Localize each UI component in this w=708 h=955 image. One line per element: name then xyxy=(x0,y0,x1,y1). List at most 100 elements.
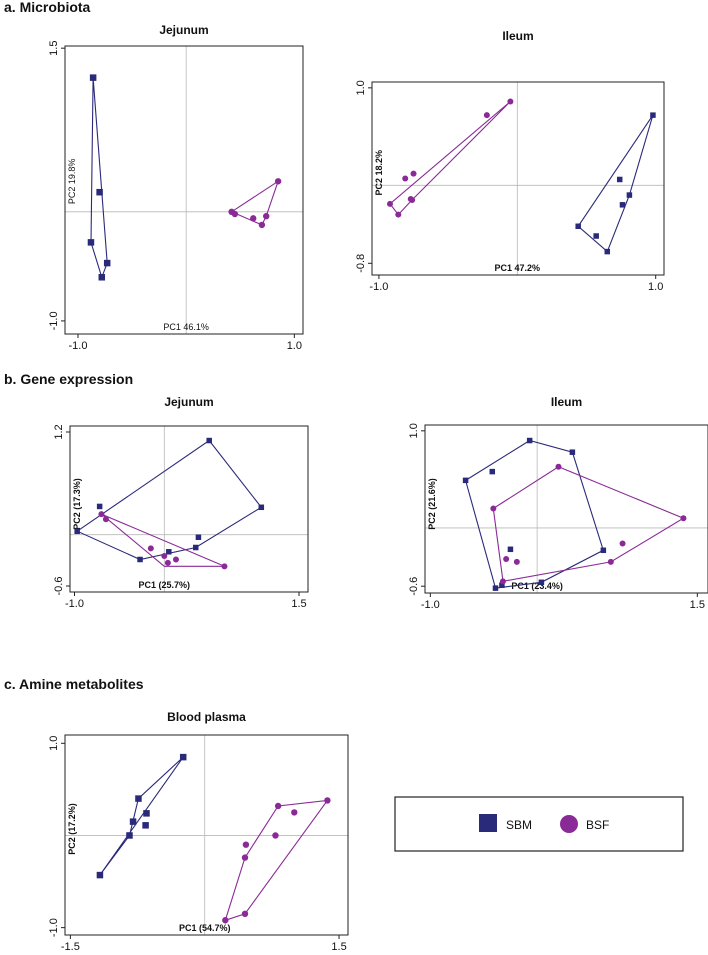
point-bsf xyxy=(164,559,171,566)
hull-bsf xyxy=(389,101,511,216)
y-tick-label: 1.0 xyxy=(408,423,420,438)
plot-frame xyxy=(64,734,349,936)
y-axis-label: PC2 (17.3%) xyxy=(72,478,82,530)
point-sbm xyxy=(143,810,150,817)
y-tick-label: -0.6 xyxy=(408,577,420,596)
point-sbm xyxy=(569,449,576,455)
point-bsf xyxy=(555,463,562,470)
hull-bsf xyxy=(492,466,685,582)
y-tick-label: -0.6 xyxy=(53,577,65,596)
x-tick-label: -1.0 xyxy=(68,340,87,352)
point-bsf xyxy=(172,556,179,563)
point-bsf xyxy=(680,515,687,522)
y-tick-label: 1.2 xyxy=(53,424,65,439)
point-sbm xyxy=(538,579,545,586)
point-bsf xyxy=(291,809,298,816)
point-bsf xyxy=(324,797,331,804)
x-tick-label: 1.5 xyxy=(331,941,346,953)
circle-marker-icon xyxy=(560,815,578,833)
y-tick-label: -1.0 xyxy=(48,311,60,330)
point-bsf xyxy=(402,175,409,182)
point-sbm xyxy=(492,585,499,591)
point-sbm xyxy=(600,547,607,554)
point-sbm xyxy=(192,544,199,551)
point-bsf xyxy=(241,854,249,861)
point-sbm xyxy=(575,223,581,230)
y-tick-label: 1.0 xyxy=(355,80,367,95)
y-tick-label: -0.8 xyxy=(355,254,367,273)
section-title-c: c. Amine metabolites xyxy=(4,676,144,692)
point-sbm xyxy=(96,188,103,196)
point-bsf xyxy=(102,516,109,523)
point-bsf xyxy=(607,558,614,565)
x-axis-label: PC1 (54.7%) xyxy=(179,923,231,933)
plot-title: Ileum xyxy=(551,395,582,409)
point-sbm xyxy=(103,259,111,267)
panel-gene-ileum: Ileum -1.0 1.5 1.0 -0.6 PC1 (23.4%) PC2 (21.6%… xyxy=(408,395,708,611)
point-bsf xyxy=(147,545,154,552)
x-tick-label: 1.0 xyxy=(648,281,663,293)
point-sbm xyxy=(179,753,187,761)
point-bsf xyxy=(410,170,417,177)
x-tick-label: -1.0 xyxy=(65,598,84,610)
point-bsf xyxy=(490,505,497,512)
point-sbm xyxy=(129,818,137,825)
legend-box xyxy=(394,796,684,852)
point-sbm xyxy=(499,582,505,588)
y-tick-label: 1.5 xyxy=(48,41,60,56)
square-marker-icon xyxy=(479,814,497,832)
point-bsf xyxy=(161,553,168,560)
y-axis-label: PC2 (21.6%) xyxy=(427,478,437,530)
point-sbm xyxy=(462,477,469,484)
point-bsf xyxy=(250,215,257,222)
x-tick-label: 1.5 xyxy=(690,599,705,611)
section-title-b: b. Gene expression xyxy=(4,371,133,387)
y-axis-label: PC2 18.2% xyxy=(374,150,384,196)
legend-label-bsf: BSF xyxy=(586,818,609,832)
point-bsf xyxy=(272,832,279,839)
y-axis-label: PC2 19.8% xyxy=(67,159,77,205)
point-sbm xyxy=(489,468,496,475)
point-bsf xyxy=(619,540,626,547)
point-sbm xyxy=(96,503,103,510)
point-sbm xyxy=(626,192,633,198)
point-sbm xyxy=(616,176,623,183)
hull-sbm xyxy=(76,439,263,561)
x-axis-label: PC1 46.1% xyxy=(163,322,209,332)
point-bsf xyxy=(507,98,514,105)
point-sbm xyxy=(619,202,626,208)
hull-sbm xyxy=(90,77,108,279)
point-sbm xyxy=(137,556,143,563)
point-bsf xyxy=(241,910,249,918)
x-axis-label: PC1 47.2% xyxy=(495,263,541,273)
point-bsf xyxy=(503,556,510,563)
point-bsf xyxy=(274,178,282,185)
legend: SBM BSF xyxy=(394,796,684,852)
point-bsf xyxy=(513,558,520,565)
point-sbm xyxy=(258,504,265,511)
point-sbm xyxy=(96,871,104,879)
point-sbm xyxy=(135,795,142,802)
point-sbm xyxy=(650,112,656,118)
point-sbm xyxy=(507,546,514,553)
point-sbm xyxy=(593,233,599,239)
point-sbm xyxy=(142,822,149,829)
x-axis-label: PC1 (25.7%) xyxy=(139,580,191,590)
x-tick-label: -1.5 xyxy=(61,941,80,953)
hull-sbm xyxy=(464,439,604,589)
plot-title: Jejunum xyxy=(159,23,208,37)
x-tick-label: 1.5 xyxy=(291,598,306,610)
x-axis-label: PC1 (23.4%) xyxy=(511,581,563,591)
point-sbm xyxy=(195,534,202,540)
point-sbm xyxy=(126,832,133,839)
plot-title: Blood plasma xyxy=(167,710,246,724)
point-bsf xyxy=(263,212,270,220)
y-tick-label: 1.0 xyxy=(48,736,60,751)
panel-microbiota-ileum: Ileum -1.0 1.0 1.0 -0.8 PC1 47.2% PC2 18.2% xyxy=(355,29,665,293)
point-sbm xyxy=(604,248,611,255)
panel-gene-jejunum: Jejunum -1.0 1.5 1.2 -0.6 PC1 (25.7%) PC2 (17.… xyxy=(53,395,309,610)
point-bsf xyxy=(386,200,393,207)
panel-microbiota-jejunum: Jejunum -1.0 1.0 -1.0 1.5 PC1 46.1% PC2 19.8% xyxy=(48,23,304,352)
point-bsf xyxy=(221,563,228,570)
